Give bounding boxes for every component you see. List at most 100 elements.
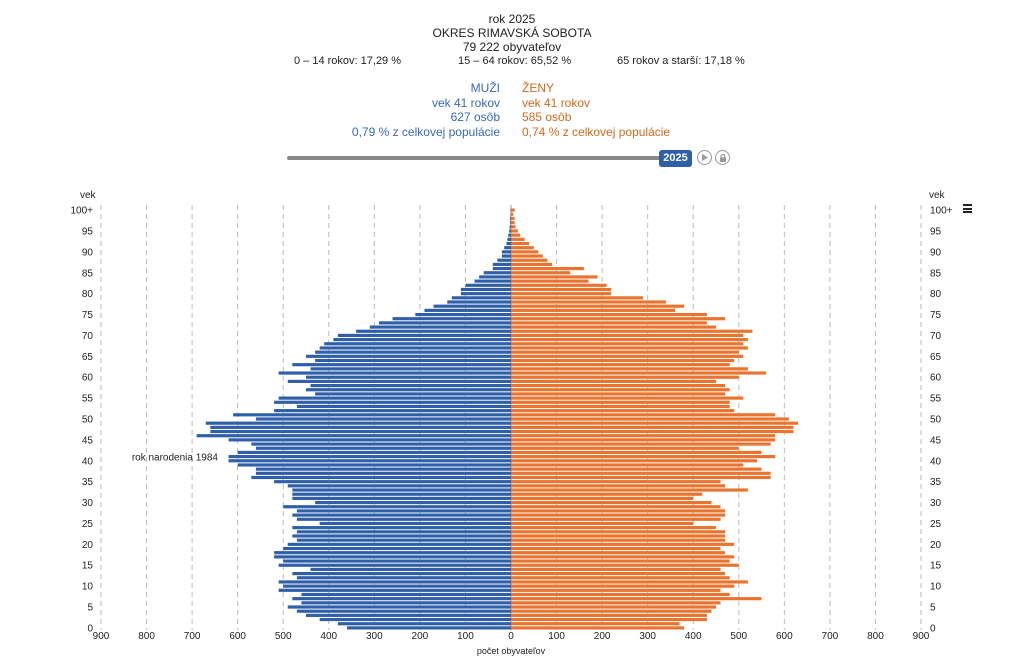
x-tick-label: 500 (730, 631, 747, 642)
bar-women (511, 551, 726, 555)
bar-men (497, 258, 511, 262)
bar-men (301, 592, 511, 597)
y-tick-label-right: 75 (930, 310, 942, 321)
bar-men (337, 622, 511, 626)
bar-women (511, 559, 730, 563)
bar-men (237, 463, 511, 467)
chart-year-line: rok 2025 (488, 12, 536, 26)
bar-women (511, 275, 598, 279)
bar-women (511, 379, 716, 383)
y-tick-label-left: 40 (82, 456, 94, 467)
bar-men (292, 492, 511, 496)
bar-men (237, 450, 511, 455)
bar-women (511, 338, 748, 342)
y-tick-label-left: 100+ (70, 206, 93, 217)
bar-women (511, 225, 516, 229)
bar-women (511, 312, 707, 317)
lock-button[interactable] (715, 150, 730, 165)
year-slider-handle[interactable]: 2025 (659, 150, 692, 167)
bar-women (511, 321, 707, 325)
y-tick-label-left: 65 (82, 352, 94, 363)
bar-women (511, 455, 776, 459)
bar-men (283, 505, 511, 509)
y-tick-label-left: 70 (82, 331, 94, 342)
bar-men (392, 317, 511, 321)
bar-men (296, 530, 511, 534)
bar-men (287, 379, 511, 383)
bar-women (511, 617, 707, 622)
bar-women (511, 513, 726, 517)
bar-women (511, 241, 530, 246)
birth-year-annotation: rok narodenia 1984 (132, 453, 219, 464)
women-label: ŽENY (522, 81, 555, 95)
bar-women (511, 292, 612, 296)
y-tick-label-right: 30 (930, 498, 942, 509)
x-tick-label: 300 (366, 631, 383, 642)
chart-menu-icon[interactable] (963, 204, 972, 213)
bar-women (511, 329, 753, 333)
play-button[interactable] (697, 150, 712, 165)
bar-men (278, 563, 511, 567)
bar-women (511, 354, 744, 358)
bar-men (460, 287, 511, 292)
bar-women (511, 212, 514, 216)
bar-women (511, 467, 762, 471)
bar-women (511, 358, 735, 363)
bar-women (511, 254, 543, 258)
year-slider-track[interactable] (287, 156, 663, 160)
bar-women (511, 488, 748, 492)
y-tick-label-left: 15 (82, 561, 94, 572)
bar-women (511, 208, 515, 212)
bar-women (511, 500, 712, 505)
y-tick-label-right: 65 (930, 352, 942, 363)
bar-men (433, 304, 511, 308)
bar-women (511, 300, 666, 304)
y-tick-label-left: 90 (82, 247, 94, 258)
y-tick-label-right: 60 (930, 373, 942, 384)
bar-men (501, 254, 511, 258)
bar-women (511, 538, 726, 542)
bar-men (292, 488, 511, 492)
bar-women (511, 350, 739, 354)
bar-men (274, 409, 511, 413)
y-tick-label-right: 5 (930, 603, 936, 614)
bar-men (274, 555, 511, 559)
bar-women (511, 567, 721, 572)
x-tick-label: 400 (685, 631, 702, 642)
bar-men (296, 509, 511, 513)
play-icon (702, 154, 708, 161)
bar-men (292, 363, 511, 367)
bar-men (504, 246, 511, 250)
bar-men (492, 262, 511, 266)
bar-men (315, 350, 511, 354)
bar-women (511, 367, 748, 371)
bar-women (511, 333, 744, 338)
bar-women (511, 392, 726, 396)
bar-women (511, 383, 726, 388)
y-tick-label-right: 45 (930, 435, 942, 446)
bar-men (255, 467, 511, 471)
bar-men (292, 496, 511, 500)
x-tick-label: 600 (229, 631, 246, 642)
bar-men (210, 425, 512, 429)
bar-men (324, 342, 511, 346)
bar-men (510, 221, 511, 225)
bar-women (511, 484, 726, 488)
x-tick-label: 700 (822, 631, 839, 642)
bar-men (310, 367, 511, 371)
bar-women (511, 425, 794, 429)
bar-men (296, 404, 511, 409)
bar-men (315, 500, 511, 505)
bar-men (306, 613, 511, 617)
bar-men (451, 296, 511, 300)
bar-women (511, 388, 730, 392)
bar-men (356, 329, 511, 333)
bar-women (511, 296, 644, 300)
bar-men (479, 275, 511, 279)
bar-men (319, 617, 511, 622)
bar-men (424, 308, 511, 312)
bar-women (511, 229, 518, 233)
bar-men (506, 241, 511, 246)
bar-women (511, 601, 721, 605)
bar-men (347, 626, 511, 630)
